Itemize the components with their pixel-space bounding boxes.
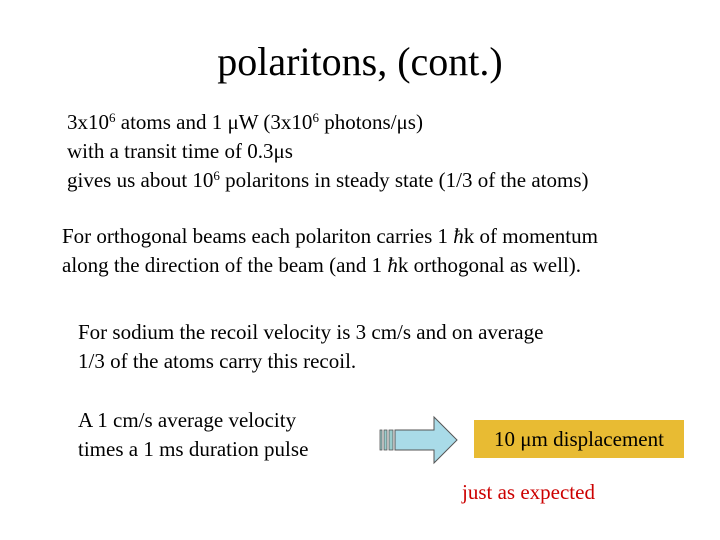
slide-title: polaritons, (cont.) bbox=[217, 39, 503, 84]
text-run: 1/3 of the atoms carry this recoil. bbox=[78, 349, 357, 373]
text-run: polaritons in steady state (1/3 of the a… bbox=[219, 168, 589, 192]
text-run: along the direction of the beam (and 1 bbox=[62, 253, 388, 277]
note: just as expected bbox=[462, 480, 595, 504]
text-run: with a transit time of 0.3μs bbox=[67, 139, 293, 163]
arrow bbox=[379, 415, 458, 465]
text-line: gives us about 106 polaritons in steady … bbox=[67, 166, 589, 195]
superscript: 6 bbox=[109, 110, 116, 125]
text-line: 3x106 atoms and 1 μW (3x106 photons/μs) bbox=[67, 108, 589, 137]
text-run: k orthogonal as well). bbox=[397, 253, 582, 277]
text-run: photons/μs) bbox=[318, 110, 423, 134]
text-run: atoms and 1 μW (3x10 bbox=[115, 110, 313, 134]
text-line: For sodium the recoil velocity is 3 cm/s… bbox=[78, 318, 543, 347]
text-line: 1/3 of the atoms carry this recoil. bbox=[78, 347, 543, 376]
superscript: 6 bbox=[312, 110, 319, 125]
text-run: A 1 cm/s average velocity bbox=[78, 408, 297, 432]
text-line: times a 1 ms duration pulse bbox=[78, 435, 308, 464]
text-run: For sodium the recoil velocity is 3 cm/s… bbox=[78, 320, 544, 344]
paragraph: For orthogonal beams each polariton carr… bbox=[62, 222, 598, 280]
paragraph: A 1 cm/s average velocity times a 1 ms du… bbox=[78, 406, 308, 464]
hbar-symbol: ħ bbox=[453, 224, 464, 248]
text-line: with a transit time of 0.3μs bbox=[67, 137, 589, 166]
text-line: along the direction of the beam (and 1 ħ… bbox=[62, 251, 598, 280]
result-box: 10 μm displacement bbox=[474, 420, 684, 458]
paragraph: For sodium the recoil velocity is 3 cm/s… bbox=[78, 318, 543, 376]
text-line: A 1 cm/s average velocity bbox=[78, 406, 308, 435]
text-run: times a 1 ms duration pulse bbox=[78, 437, 309, 461]
paragraph: 3x106 atoms and 1 μW (3x106 photons/μs) w… bbox=[67, 108, 589, 195]
superscript: 6 bbox=[213, 168, 220, 183]
text-run: k of momentum bbox=[463, 224, 598, 248]
text-run: gives us about 10 bbox=[67, 168, 214, 192]
hbar-symbol: ħ bbox=[387, 253, 398, 277]
text-line: For orthogonal beams each polariton carr… bbox=[62, 222, 598, 251]
text-run: For orthogonal beams each polariton carr… bbox=[62, 224, 454, 248]
text-run: 3x10 bbox=[67, 110, 109, 134]
